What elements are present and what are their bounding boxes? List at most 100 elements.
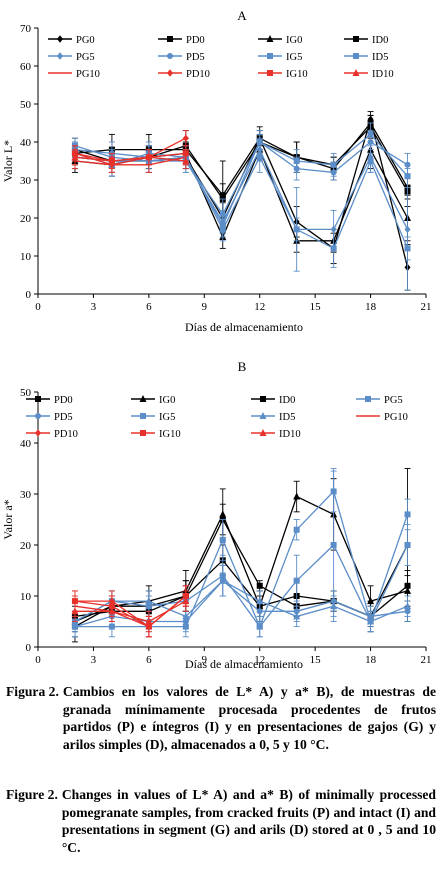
legend-label: PD10 bbox=[54, 429, 78, 440]
legend-label: ID10 bbox=[279, 429, 301, 440]
x-tick-label: 3 bbox=[91, 654, 97, 666]
legend-item-IG0: IG0 bbox=[258, 35, 302, 46]
data-point-IG5 bbox=[404, 542, 411, 548]
series-PD0 bbox=[71, 114, 411, 230]
y-tick-label: 40 bbox=[20, 438, 32, 450]
x-tick-label: 0 bbox=[35, 654, 41, 666]
legend-label: PG0 bbox=[76, 35, 95, 46]
series-line-IG5 bbox=[74, 538, 409, 628]
legend-label: PG5 bbox=[384, 395, 403, 406]
legend-label: PD5 bbox=[54, 412, 73, 423]
data-point-ID5 bbox=[256, 597, 264, 605]
legend-item-IG0: IG0 bbox=[131, 395, 175, 406]
legend-swatch-marker bbox=[35, 396, 41, 402]
legend-item-ID5: ID5 bbox=[251, 412, 295, 423]
legend-swatch-marker bbox=[57, 35, 63, 43]
data-point-IG5 bbox=[367, 158, 374, 164]
data-point-ID5 bbox=[367, 617, 375, 625]
data-point-PG5 bbox=[293, 526, 300, 533]
series-ID10 bbox=[71, 149, 190, 170]
x-tick-label: 0 bbox=[35, 301, 41, 313]
legend-swatch-marker bbox=[267, 70, 273, 76]
caption-en-label: Figure 2. bbox=[6, 787, 58, 802]
x-tick-label: 9 bbox=[202, 301, 208, 313]
legend-label: IG5 bbox=[159, 412, 175, 423]
data-point-IG5 bbox=[219, 536, 226, 543]
legend-label: PG10 bbox=[76, 69, 100, 80]
legend-swatch-marker bbox=[365, 396, 371, 402]
data-point-ID5 bbox=[330, 161, 337, 168]
data-point-IG0 bbox=[219, 510, 227, 518]
x-tick-label: 12 bbox=[254, 654, 265, 666]
legend-swatch-marker bbox=[353, 36, 359, 42]
x-tick-label: 21 bbox=[421, 301, 432, 313]
x-tick-label: 15 bbox=[310, 654, 322, 666]
legend-item-ID5: ID5 bbox=[344, 52, 388, 63]
data-point-ID5 bbox=[367, 131, 374, 138]
legend-item-IG5: IG5 bbox=[131, 412, 175, 423]
data-point-ID10 bbox=[182, 597, 190, 605]
legend-label: ID0 bbox=[279, 395, 295, 406]
x-tick-label: 12 bbox=[254, 301, 265, 313]
legend-item-PG10: PG10 bbox=[356, 412, 408, 423]
series-ID10 bbox=[71, 590, 190, 633]
legend-swatch-marker bbox=[266, 35, 274, 42]
y-tick-label: 70 bbox=[20, 23, 32, 35]
legend: PG0 PD0 IG0 ID0 PG5 PD5 IG5 ID5 PG10 PD10 IG10 ID10 bbox=[48, 35, 394, 80]
legend-label: ID10 bbox=[372, 69, 394, 80]
data-point-ID5 bbox=[219, 222, 226, 229]
legend-item-PD5: PD5 bbox=[26, 412, 73, 423]
data-point-PG5 bbox=[404, 225, 411, 234]
x-tick-label: 9 bbox=[202, 654, 208, 666]
legend-item-PD5: PD5 bbox=[158, 52, 205, 63]
x-tick-label: 3 bbox=[91, 301, 97, 313]
legend-item-PD10: PD10 bbox=[158, 69, 210, 80]
data-point-IG5 bbox=[293, 226, 300, 233]
legend-swatch-marker bbox=[267, 53, 273, 59]
data-point-IG5 bbox=[108, 623, 115, 630]
legend-label: ID5 bbox=[279, 412, 295, 423]
x-axis-label: Días de almacenamiento bbox=[185, 320, 303, 334]
series-PD0 bbox=[71, 503, 411, 643]
legend-label: PG10 bbox=[384, 412, 408, 423]
legend-item-IG5: IG5 bbox=[258, 52, 302, 63]
y-tick-label: 50 bbox=[20, 99, 32, 111]
y-tick-label: 40 bbox=[20, 137, 32, 149]
legend-label: PD10 bbox=[186, 69, 210, 80]
x-axis-label: Días de almacenamiento bbox=[185, 657, 303, 671]
series-line-ID5 bbox=[74, 579, 408, 623]
data-point-ID5 bbox=[293, 612, 301, 620]
data-point-IG5 bbox=[256, 623, 263, 630]
data-point-ID10 bbox=[71, 607, 79, 615]
legend-swatch-marker bbox=[353, 53, 359, 59]
panel-title: A bbox=[237, 8, 247, 23]
legend-item-ID0: ID0 bbox=[344, 35, 388, 46]
legend-swatch-marker bbox=[259, 429, 267, 436]
legend-swatch-marker bbox=[167, 36, 173, 42]
legend-item-ID10: ID10 bbox=[344, 69, 394, 80]
legend-swatch-marker bbox=[35, 429, 41, 437]
data-point-ID5 bbox=[330, 602, 338, 610]
legend-item-PG5: PG5 bbox=[48, 52, 95, 63]
data-point-IG5 bbox=[404, 245, 411, 252]
caption-es-text: Cambios en los valores de L* A) y a* B),… bbox=[62, 684, 436, 752]
legend-swatch-marker bbox=[57, 52, 63, 60]
y-axis-label: Valor a* bbox=[1, 499, 15, 539]
series-line-ID10 bbox=[74, 156, 186, 162]
legend-swatch-marker bbox=[140, 413, 146, 419]
x-tick-label: 15 bbox=[310, 301, 322, 313]
legend-item-PD10: PD10 bbox=[26, 429, 78, 440]
series-ID5 bbox=[71, 122, 411, 238]
series-line-PD5 bbox=[74, 579, 408, 628]
y-tick-label: 0 bbox=[26, 642, 32, 654]
legend-label: ID5 bbox=[372, 52, 388, 63]
data-point-IG5 bbox=[330, 542, 337, 548]
series-IG5 bbox=[71, 141, 411, 268]
y-tick-label: 0 bbox=[26, 289, 32, 301]
data-point-ID10 bbox=[145, 617, 153, 625]
legend-swatch-marker bbox=[259, 412, 267, 419]
data-point-ID5 bbox=[145, 597, 153, 605]
series-line-PD5 bbox=[74, 141, 408, 216]
legend-swatch-marker bbox=[167, 53, 173, 59]
caption-spanish: Figura 2. Cambios en los valores de L* A… bbox=[6, 683, 436, 753]
